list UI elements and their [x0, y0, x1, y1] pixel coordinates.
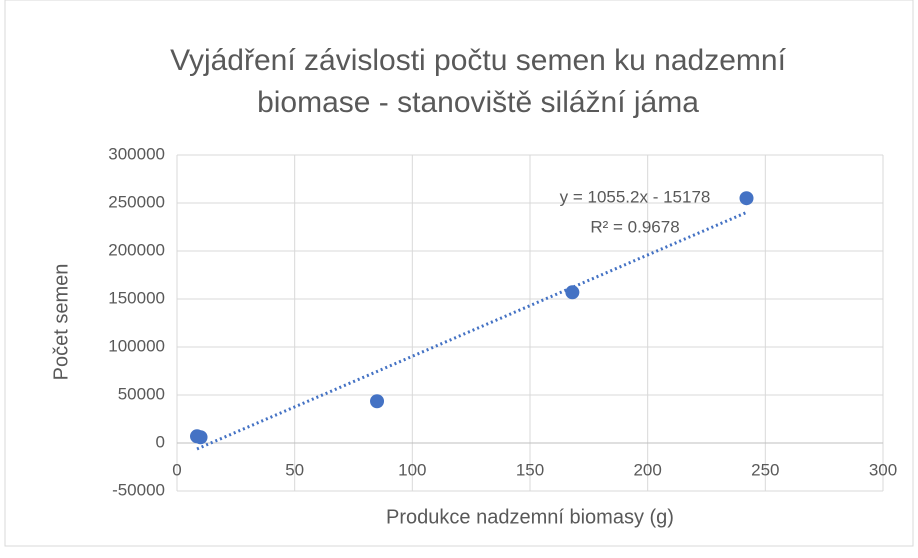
data-point: [739, 191, 754, 206]
trendline-equation: y = 1055.2x - 15178: [560, 187, 711, 206]
chart-border: [4, 0, 914, 547]
chart-title: Vyjádření závislosti počtu semen ku nadz…: [170, 44, 787, 77]
x-tick-label: 250: [751, 460, 779, 479]
data-point: [370, 394, 385, 409]
data-point: [193, 430, 208, 445]
x-tick-label: 300: [869, 460, 897, 479]
chart-title: biomase - stanoviště silážní jáma: [257, 86, 699, 119]
x-tick-label: 150: [516, 460, 544, 479]
x-axis-label: Produkce nadzemní biomasy (g): [386, 506, 674, 528]
y-axis-label: Počet semen: [50, 264, 72, 381]
y-tick-label: 100000: [108, 336, 165, 355]
y-tick-label: 300000: [108, 144, 165, 163]
data-point: [565, 285, 580, 300]
y-tick-label: 250000: [108, 192, 165, 211]
y-tick-label: 0: [156, 432, 165, 451]
y-tick-label: 50000: [118, 384, 165, 403]
y-tick-label: 150000: [108, 288, 165, 307]
trendline-r2: R² = 0.9678: [590, 217, 679, 236]
y-tick-label: 200000: [108, 240, 165, 259]
x-tick-label: 0: [172, 460, 181, 479]
x-tick-label: 50: [285, 460, 304, 479]
x-tick-label: 100: [398, 460, 426, 479]
y-tick-label: -50000: [112, 480, 165, 499]
x-tick-label: 200: [633, 460, 661, 479]
